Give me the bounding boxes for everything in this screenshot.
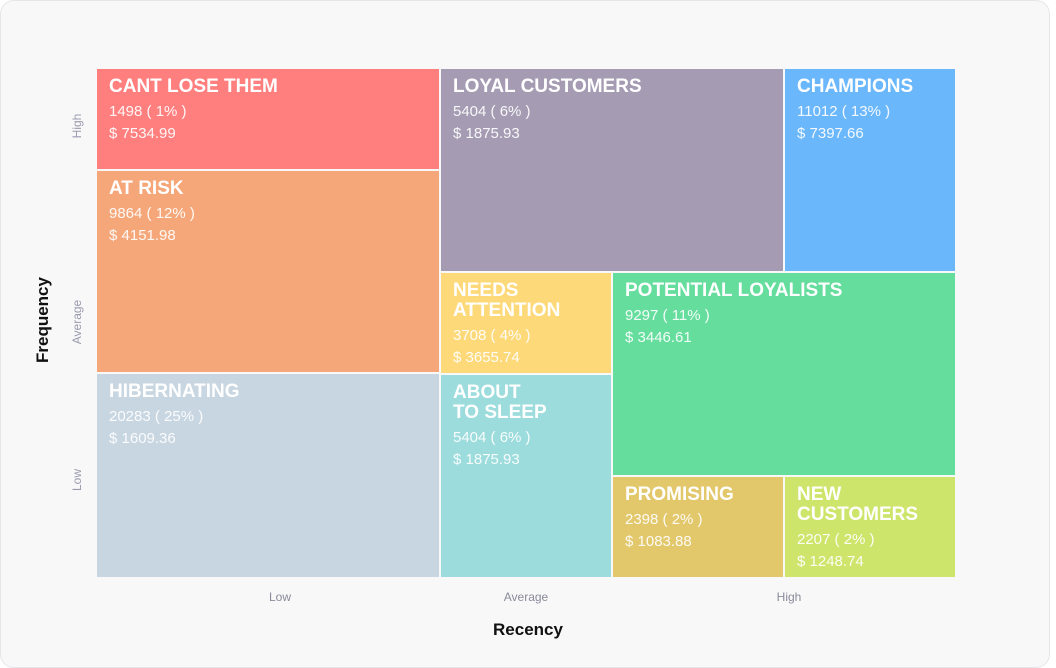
segment-tile: NEEDS ATTENTION 3708 ( 4% ) $ 3655.74 [441,273,611,373]
segment-name: LOYAL CUSTOMERS [453,76,642,97]
segment-tile: LOYAL CUSTOMERS 5404 ( 6% ) $ 1875.93 [441,69,783,271]
segment-value: $ 1875.93 [453,125,520,142]
segment-name: POTENTIAL LOYALISTS [625,280,843,301]
segment-count: 2398 ( 2% ) [625,511,703,528]
segment-count: 2207 ( 2% ) [797,531,875,548]
x-tick-label: Low [268,590,291,604]
segment-tile: POTENTIAL LOYALISTS 9297 ( 11% ) $ 3446.61 [613,273,955,475]
segment-tile: ABOUT TO SLEEP 5404 ( 6% ) $ 1875.93 [441,375,611,577]
segment-value: $ 3655.74 [453,349,520,366]
segment-tile: AT RISK 9864 ( 12% ) $ 4151.98 [97,171,439,372]
y-tick-label: Average [70,299,84,345]
segment-value: $ 1609.36 [109,430,176,447]
segment-count: 3708 ( 4% ) [453,327,531,344]
x-tick-label: High [776,590,802,604]
segment-count: 5404 ( 6% ) [453,429,531,446]
y-tick-label: High [70,113,84,139]
segment-count: 20283 ( 25% ) [109,408,204,425]
segment-tile: CHAMPIONS 11012 ( 13% ) $ 7397.66 [785,69,955,271]
segment-name: ABOUT TO SLEEP [453,382,547,423]
segment-count: 11012 ( 13% ) [797,103,891,120]
y-axis-title: Frequency [33,277,52,363]
segment-value: $ 3446.61 [625,329,692,346]
segment-count: 1498 ( 1% ) [109,103,187,120]
segment-count: 5404 ( 6% ) [453,103,531,120]
segment-value: $ 7534.99 [109,125,176,142]
segment-tile: PROMISING 2398 ( 2% ) $ 1083.88 [613,477,783,577]
segment-count: 9864 ( 12% ) [109,205,195,222]
segment-value: $ 1875.93 [453,451,520,468]
segment-count: 9297 ( 11% ) [625,307,710,324]
x-tick-label: Average [503,590,549,604]
segment-name: PROMISING [625,484,734,505]
segment-tile: CANT LOSE THEM 1498 ( 1% ) $ 7534.99 [97,69,439,169]
segment-name: CHAMPIONS [797,76,914,97]
y-tick-label: Low [70,469,84,492]
segment-name: CANT LOSE THEM [109,76,278,97]
segment-name: AT RISK [109,178,184,199]
segment-name: NEEDS ATTENTION [453,280,561,321]
segment-value: $ 4151.98 [109,227,176,244]
segment-value: $ 7397.66 [797,125,864,142]
x-axis-title: Recency [493,620,563,639]
segment-name: HIBERNATING [109,381,240,402]
segment-value: $ 1083.88 [625,533,692,550]
segment-value: $ 1248.74 [797,553,864,570]
segment-tile: HIBERNATING 20283 ( 25% ) $ 1609.36 [97,374,439,577]
segment-name: NEW CUSTOMERS [797,484,919,525]
segment-tile: NEW CUSTOMERS 2207 ( 2% ) $ 1248.74 [785,477,955,577]
